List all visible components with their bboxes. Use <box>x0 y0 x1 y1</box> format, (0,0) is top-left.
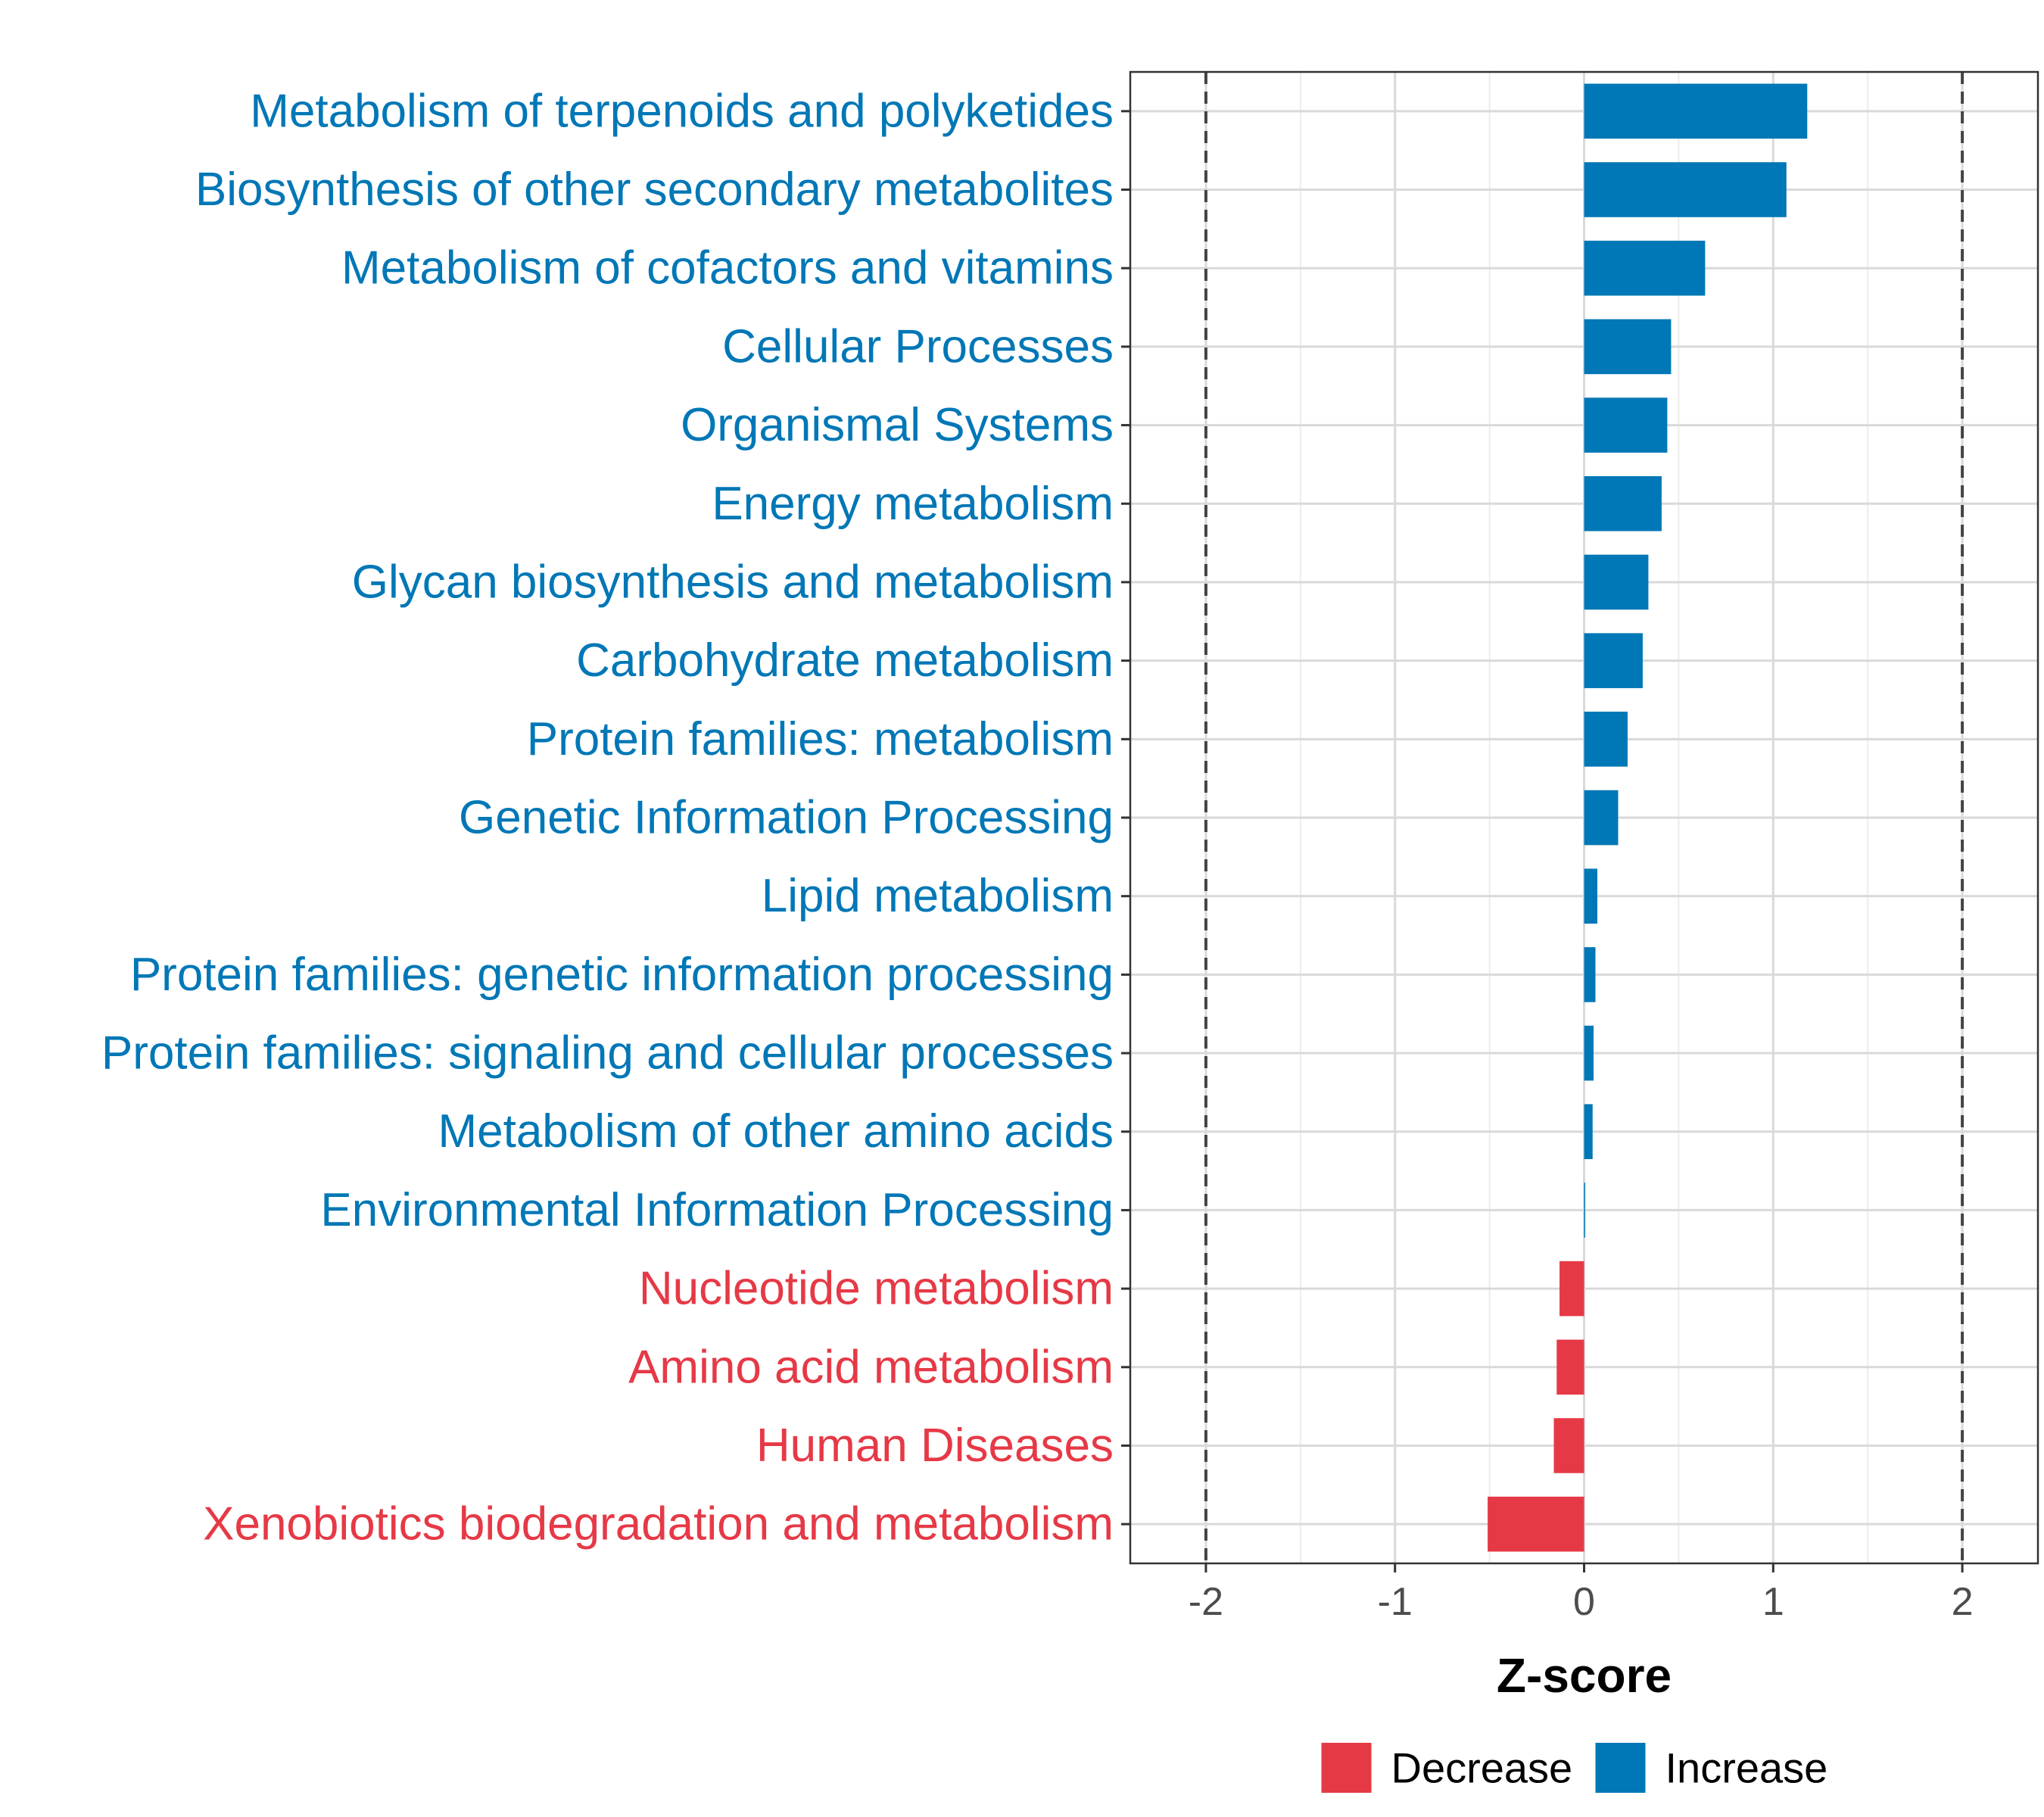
category-label: Metabolism of terpenoids and polyketides <box>250 85 1114 137</box>
legend-swatch <box>1595 1743 1646 1793</box>
bar <box>1553 1418 1584 1473</box>
bar <box>1584 790 1619 846</box>
category-label: Cellular Processes <box>722 320 1114 372</box>
x-tick-label: 1 <box>1762 1580 1784 1624</box>
category-label: Human Diseases <box>756 1420 1114 1472</box>
category-label: Protein families: genetic information pr… <box>130 949 1114 1001</box>
reference-lines <box>1204 72 1965 1563</box>
y-axis-labels: Metabolism of terpenoids and polyketides… <box>101 85 1114 1550</box>
x-axis-ticks: -2 -1 0 1 2 <box>1189 1563 1974 1624</box>
bar <box>1584 868 1597 924</box>
category-label: Metabolism of other amino acids <box>438 1105 1114 1158</box>
bar <box>1584 633 1643 688</box>
legend: Decrease Increase <box>1321 1743 1828 1793</box>
legend-label: Increase <box>1665 1744 1828 1792</box>
bar <box>1488 1496 1584 1552</box>
bar <box>1584 1025 1594 1081</box>
category-label: Environmental Information Processing <box>320 1184 1114 1236</box>
bar <box>1556 1339 1584 1395</box>
bar <box>1584 554 1649 610</box>
x-tick-label: -1 <box>1378 1580 1413 1624</box>
category-label: Xenobiotics biodegradation and metabolis… <box>203 1498 1114 1551</box>
category-label: Carbohydrate metabolism <box>576 634 1114 687</box>
category-label: Protein families: metabolism <box>527 713 1114 765</box>
bar <box>1559 1261 1584 1317</box>
x-axis-title: Z-score <box>1497 1648 1672 1703</box>
bar <box>1584 712 1628 767</box>
bar <box>1584 1104 1593 1160</box>
category-label: Genetic Information Processing <box>459 792 1114 844</box>
category-label: Amino acid metabolism <box>628 1341 1114 1393</box>
bar <box>1584 397 1668 453</box>
category-label: Biosynthesis of other secondary metaboli… <box>195 164 1114 216</box>
x-tick-label: -2 <box>1189 1580 1223 1624</box>
category-label: Organismal Systems <box>681 399 1114 451</box>
category-label: Protein families: signaling and cellular… <box>101 1027 1114 1080</box>
bar <box>1584 475 1662 531</box>
category-label: Glycan biosynthesis and metabolism <box>352 556 1114 608</box>
bar <box>1584 240 1706 296</box>
bar <box>1584 319 1672 375</box>
legend-label: Decrease <box>1391 1744 1573 1792</box>
x-tick-label: 0 <box>1573 1580 1595 1624</box>
legend-swatch <box>1321 1743 1372 1793</box>
y-axis-ticks <box>1121 110 1130 1526</box>
bar <box>1584 1183 1585 1238</box>
bars <box>1488 83 1808 1552</box>
category-label: Lipid metabolism <box>762 870 1114 922</box>
category-label: Nucleotide metabolism <box>639 1263 1114 1315</box>
bar <box>1584 83 1808 139</box>
category-label: Energy metabolism <box>712 478 1114 530</box>
x-tick-label: 2 <box>1952 1580 1974 1624</box>
category-label: Metabolism of cofactors and vitamins <box>341 242 1114 295</box>
bar <box>1584 947 1596 1002</box>
bar <box>1584 162 1787 217</box>
